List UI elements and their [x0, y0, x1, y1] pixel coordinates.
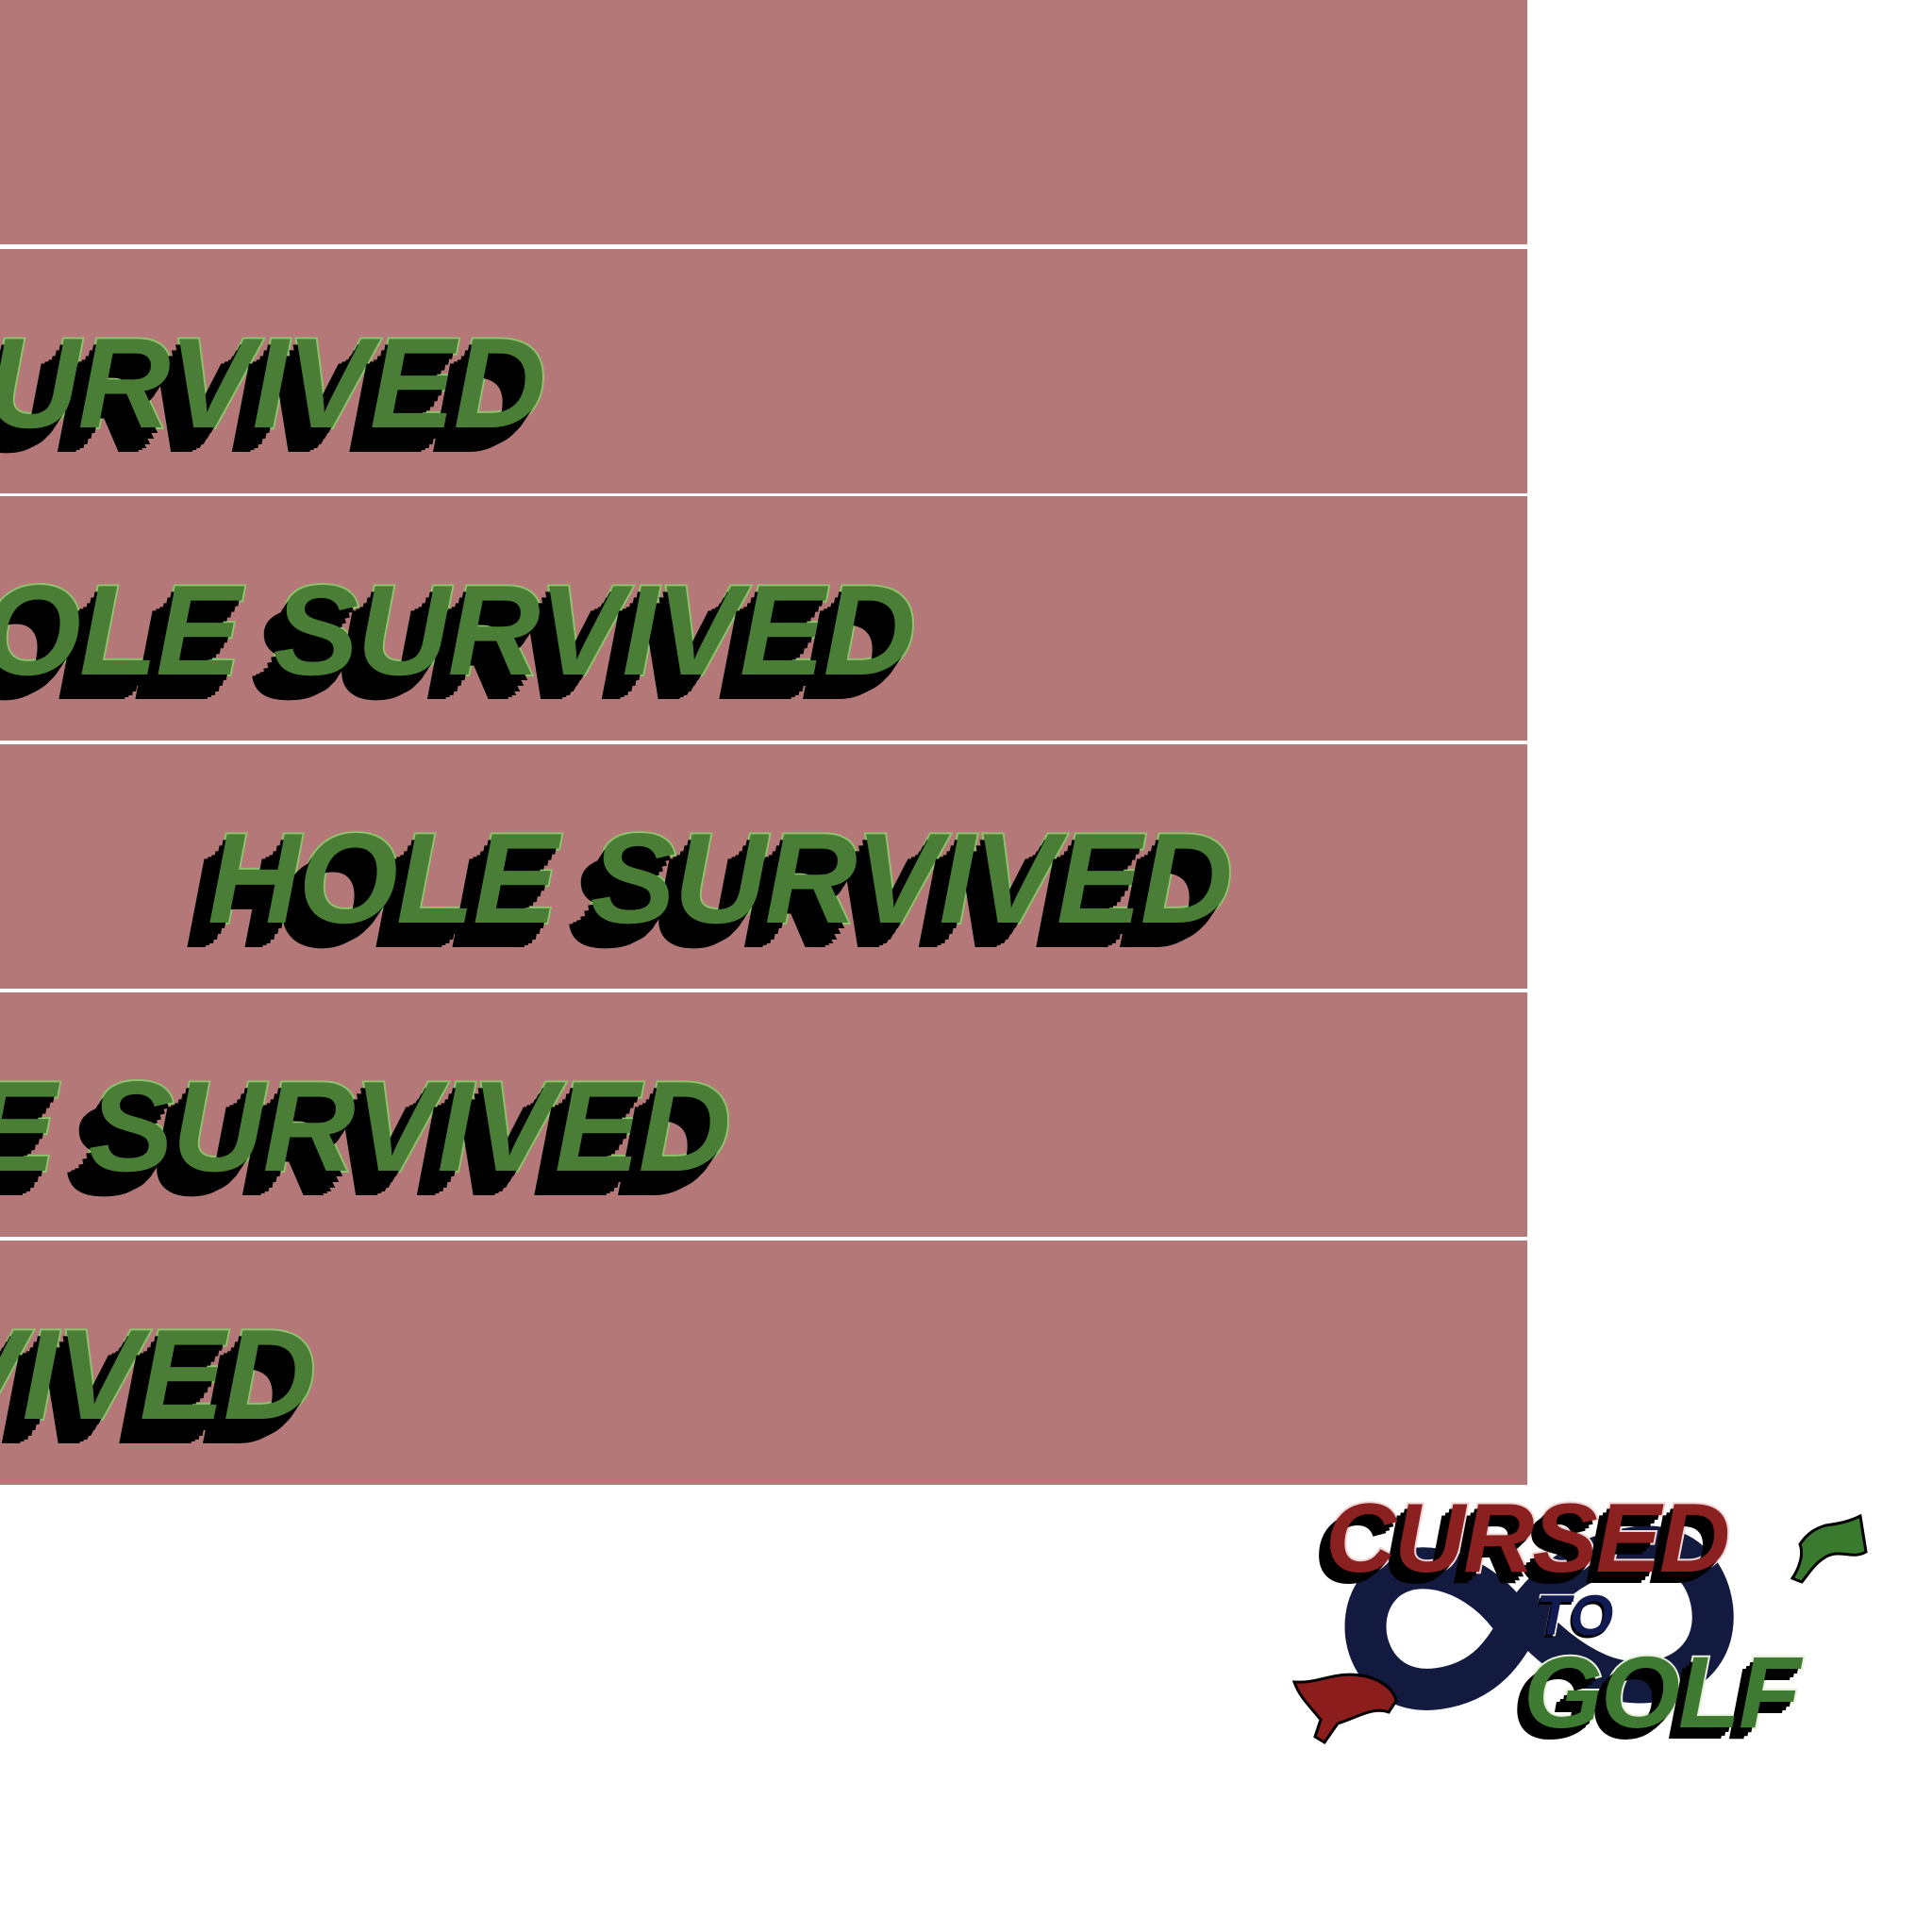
banner-text: HOLE SURVIVED: [0, 311, 548, 455]
banner-text: HOLE SURVIVED: [0, 558, 918, 702]
banner-frames: HOLE SURVIVED HOLE SURVIVED HOLE SURVIVE…: [0, 0, 1527, 1485]
infinity-symbol-icon: [1344, 1525, 1734, 1710]
red-flag-icon: [1291, 1673, 1398, 1745]
banner-frame-3: HOLE SURVIVED: [0, 496, 1527, 741]
logo-cursed-text: CURSED: [1324, 1484, 1732, 1593]
banner-text: HOLE SURVIVED: [206, 807, 1235, 950]
green-flag-icon: [1790, 1513, 1868, 1584]
banner-text: HOLE SURVIVED: [0, 1055, 733, 1198]
banner-frame-2: HOLE SURVIVED: [0, 249, 1527, 493]
banner-frame-6: HOLE SURVIVED: [0, 1241, 1527, 1485]
banner-frame-1: [0, 0, 1527, 244]
logo-to-text: TO: [1534, 1584, 1614, 1647]
logo-graphic: [1291, 1513, 1868, 1745]
banner-text: HOLE SURVIVED: [0, 1303, 318, 1446]
cursed-to-golf-logo: CURSED TO GOLF: [1283, 1476, 1906, 1778]
logo-golf-text: GOLF: [1522, 1635, 1803, 1749]
banner-frame-4: HOLE SURVIVED: [0, 744, 1527, 989]
banner-frame-5: HOLE SURVIVED: [0, 992, 1527, 1237]
